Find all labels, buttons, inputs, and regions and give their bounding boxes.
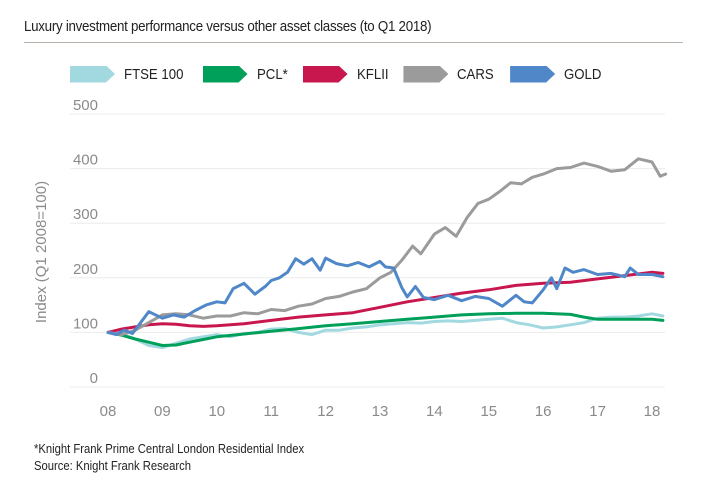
legend-swatch-ftse (70, 65, 115, 83)
x-tick-label: 14 (426, 403, 443, 420)
y-tick-label: 300 (73, 206, 98, 223)
legend-label-kflii: KFLII (356, 65, 389, 83)
x-tick-label: 11 (263, 403, 279, 420)
x-tick-label: 15 (480, 403, 497, 420)
series-line-ftse-100 (106, 312, 665, 350)
legend-swatch-gold (510, 65, 556, 83)
legend-label-gold: GOLD (564, 65, 602, 83)
legend-item-gold: GOLD (510, 65, 607, 83)
legend-swatch-cars (403, 65, 449, 83)
x-tick-label: 16 (535, 403, 552, 420)
x-tick-label: 08 (100, 403, 117, 420)
chart-title: Luxury investment performance versus oth… (24, 19, 432, 35)
y-tick-label: 0 (90, 370, 98, 387)
x-tick-labels: 08 09 10 11 12 13 14 15 16 17 18 (100, 403, 661, 420)
y-tick-label: 200 (73, 261, 98, 278)
legend-swatch-pcl (202, 65, 248, 83)
series-line-cars (106, 157, 668, 337)
chart-legend: FTSE 100 PCL* KFLII CARS GOLD (70, 64, 618, 84)
legend-label-ftse: FTSE 100 (124, 65, 184, 83)
legend-item-cars: CARS (403, 65, 499, 83)
legend-label-cars: CARS (457, 65, 495, 83)
x-tick-label: 10 (208, 403, 225, 420)
x-tick-label: 09 (154, 403, 171, 420)
series-line-kflii (106, 270, 665, 334)
series-lines (106, 157, 668, 350)
series-line-gold (106, 256, 665, 337)
y-tick-label: 400 (73, 152, 98, 169)
y-axis-label: Index (Q1 2008=100) (33, 181, 50, 323)
y-tick-label: 500 (73, 97, 98, 114)
legend-swatch-kflii (302, 65, 348, 83)
x-tick-label: 12 (317, 403, 334, 420)
source-note: Source: Knight Frank Research (34, 459, 191, 473)
legend-item-pcl: PCL* (202, 65, 292, 83)
y-tick-label: 100 (73, 315, 98, 332)
y-tick-labels: 0 100 200 300 400 500 (73, 97, 98, 387)
x-tick-label: 17 (589, 403, 606, 420)
legend-item-ftse: FTSE 100 (70, 65, 192, 83)
series-line-pcl (106, 311, 665, 347)
legend-label-pcl: PCL* (256, 65, 288, 83)
footnote: *Knight Frank Prime Central London Resid… (34, 442, 305, 456)
title-divider (24, 42, 683, 43)
x-tick-label: 18 (644, 403, 661, 420)
legend-item-kflii: KFLII (302, 65, 393, 83)
x-tick-label: 13 (372, 403, 389, 420)
